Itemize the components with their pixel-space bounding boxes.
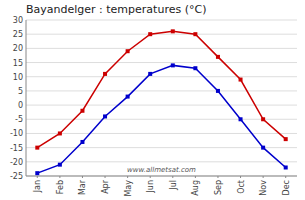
y-tick-label: 5 [18, 87, 23, 96]
point [171, 63, 175, 67]
x-tick-label: Jan [33, 180, 42, 193]
y-tick-label: -15 [10, 144, 23, 153]
grid-line [26, 34, 297, 35]
grid-line [26, 133, 297, 134]
grid-line [26, 147, 297, 148]
point [284, 137, 288, 141]
point [126, 95, 130, 99]
point [35, 146, 39, 150]
y-axis-line [26, 20, 27, 176]
y-tick-label: -5 [15, 115, 23, 124]
point [261, 146, 265, 150]
x-tick [150, 176, 151, 178]
x-axis-line [26, 176, 297, 177]
x-tick [82, 176, 83, 178]
y-tick-label: 10 [13, 73, 23, 82]
x-tick [195, 176, 196, 178]
y-tick-label: -25 [10, 172, 23, 181]
point [216, 55, 220, 59]
y-tick-label: 25 [13, 30, 23, 39]
point [58, 131, 62, 135]
x-tick-label: Feb [56, 180, 65, 194]
point [148, 32, 152, 36]
grid-line [26, 48, 297, 49]
grid-line [26, 90, 297, 91]
point [261, 117, 265, 121]
x-tick [240, 176, 241, 178]
y-tick-label: 20 [13, 44, 23, 53]
y-tick-label: 0 [18, 101, 23, 110]
point [148, 72, 152, 76]
point [193, 32, 197, 36]
series-line [37, 65, 285, 173]
point [239, 78, 243, 82]
grid-line [26, 119, 297, 120]
point [80, 109, 84, 113]
y-axis: -25 -20 -15 -10 -5 0 5 10 15 20 25 30 [10, 16, 297, 181]
x-tick [37, 176, 38, 178]
grid-line [26, 62, 297, 63]
grid-line [26, 161, 297, 162]
y-tick-label: 30 [13, 16, 23, 25]
grid-line [26, 76, 297, 77]
y-tick-label: 15 [13, 59, 23, 68]
x-tick-label: Sep [214, 180, 223, 195]
x-tick [285, 176, 286, 178]
point [216, 89, 220, 93]
point [80, 140, 84, 144]
x-tick [127, 176, 128, 178]
x-tick [217, 176, 218, 178]
y-tick-label: -20 [10, 158, 23, 167]
point [103, 114, 107, 118]
point [58, 163, 62, 167]
x-tick [263, 176, 264, 178]
x-tick-label: Jul [169, 180, 178, 191]
y-tick-label: -10 [10, 129, 23, 138]
x-tick [59, 176, 60, 178]
watermark: www.allmetsat.com [127, 166, 196, 174]
x-tick-label: Aug [191, 180, 200, 196]
x-tick [105, 176, 106, 178]
chart: -25 -20 -15 -10 -5 0 5 10 15 20 25 30 Jan Feb Mar Apr Ma… [0, 0, 305, 200]
point [103, 72, 107, 76]
x-tick-label: Dec [282, 180, 291, 195]
point [171, 29, 175, 33]
x-tick-label: May [124, 180, 133, 197]
point [193, 66, 197, 70]
grid-line [26, 105, 297, 106]
x-tick-label: Jun [146, 180, 155, 194]
x-tick-label: Mar [78, 179, 87, 195]
x-tick-label: Nov [259, 180, 268, 196]
grid-line [26, 20, 297, 21]
point [239, 117, 243, 121]
x-tick-label: Oct [237, 180, 246, 194]
title: Bayandelger : temperatures (°C) [26, 3, 206, 16]
x-axis: Jan Feb Mar Apr May Jun Jul Aug Sep Oct Nov Dec [33, 176, 290, 197]
point [126, 49, 130, 53]
grid-line [26, 176, 297, 177]
plot-area [35, 29, 287, 175]
x-tick [172, 176, 173, 178]
x-tick-label: Apr [101, 179, 110, 194]
point [284, 165, 288, 169]
point [35, 171, 39, 175]
